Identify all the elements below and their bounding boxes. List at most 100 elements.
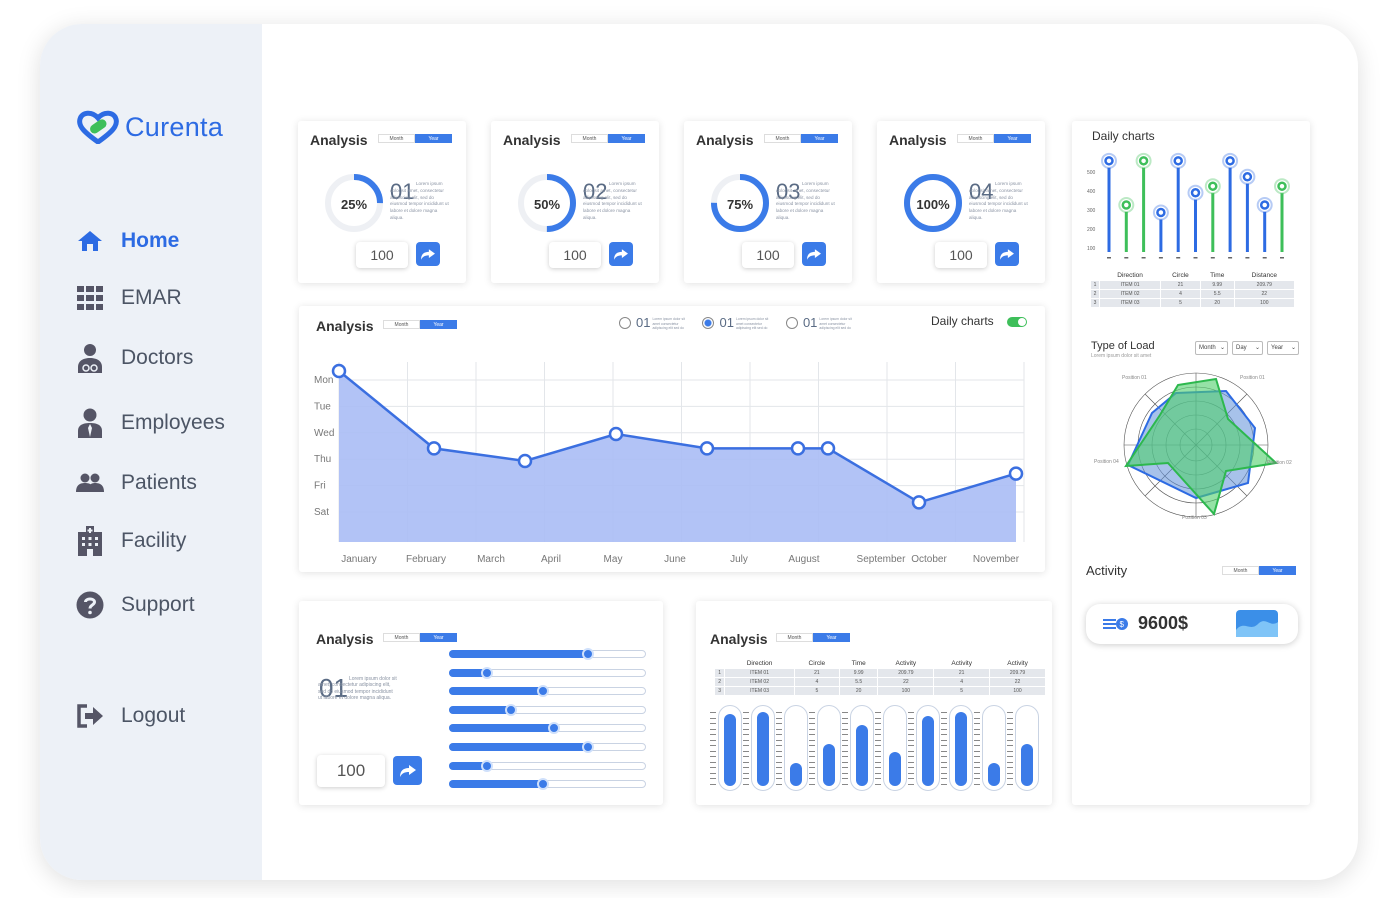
value-input[interactable]: 100 xyxy=(356,242,408,268)
legend-item[interactable]: 01 Lorem ipsum dolor sit amet consectetur… xyxy=(702,315,771,331)
slider-track[interactable] xyxy=(449,685,646,698)
year-toggle[interactable]: Year xyxy=(420,320,457,329)
year-toggle[interactable]: Year xyxy=(415,134,452,143)
year-toggle[interactable]: Year xyxy=(994,134,1031,143)
month-toggle[interactable]: Month xyxy=(383,320,420,329)
x-tick-label: January xyxy=(341,554,377,565)
value-input[interactable]: 100 xyxy=(549,242,601,268)
tick-mark xyxy=(974,723,980,724)
daily-charts-toggle[interactable] xyxy=(1007,317,1027,327)
sidebar-item-employees[interactable]: Employees xyxy=(76,408,225,438)
share-button[interactable] xyxy=(416,242,440,266)
table-row[interactable]: 3 ITEM 03 5 20 100 xyxy=(1090,298,1296,308)
tick-mark xyxy=(710,767,716,768)
sidebar-item-emar[interactable]: EMAR xyxy=(76,284,182,312)
data-point[interactable] xyxy=(608,426,624,442)
legend-radio[interactable] xyxy=(619,317,631,329)
slider-fill xyxy=(449,705,511,714)
share-button[interactable] xyxy=(609,242,633,266)
capsule-bar xyxy=(908,705,940,791)
lollipop-point[interactable] xyxy=(1138,156,1149,166)
item-description: Lorem ipsum dolor sit amet, consectetur … xyxy=(390,181,449,220)
lollipop-point[interactable] xyxy=(1156,207,1166,218)
lollipop-point[interactable] xyxy=(1277,181,1287,191)
value-input[interactable]: 100 xyxy=(317,755,385,787)
lollipop-point[interactable] xyxy=(1104,156,1114,166)
legend-radio[interactable] xyxy=(785,317,798,329)
lollipop-point[interactable] xyxy=(1259,200,1270,210)
lollipop-point[interactable] xyxy=(1208,181,1218,191)
lollipop-point[interactable] xyxy=(1173,156,1183,166)
value-input[interactable]: 100 xyxy=(935,242,987,268)
year-toggle[interactable]: Year xyxy=(801,134,838,143)
table-row[interactable]: 3 ITEM 03 5 20 100 5 100 xyxy=(713,686,1046,696)
value-input[interactable]: 100 xyxy=(742,242,794,268)
data-point[interactable] xyxy=(426,441,442,456)
sidebar-item-doctors[interactable]: Doctors xyxy=(76,344,193,373)
year-toggle[interactable]: Year xyxy=(1259,566,1296,575)
legend-item[interactable]: 01 Lorem ipsum dolor sit amet consectetur… xyxy=(785,315,855,331)
tick-mark xyxy=(941,756,947,757)
tick-mark xyxy=(908,778,914,779)
table-row[interactable]: 1 ITEM 01 21 9.99 209.79 21 209.79 xyxy=(713,668,1046,678)
slider-track[interactable] xyxy=(449,741,646,753)
lollipop-point[interactable] xyxy=(1121,200,1132,210)
month-toggle[interactable]: Month xyxy=(957,134,994,143)
x-tick-label: March xyxy=(477,554,505,565)
year-toggle[interactable]: Year xyxy=(608,134,645,143)
month-toggle[interactable]: Month xyxy=(1222,566,1259,575)
logo[interactable]: Curenta xyxy=(76,110,223,144)
slider-thumb[interactable] xyxy=(548,722,561,735)
slider-track[interactable] xyxy=(449,703,646,716)
sidebar-item-support[interactable]: Support xyxy=(76,591,195,619)
slider-thumb[interactable] xyxy=(481,666,494,679)
slider-thumb[interactable] xyxy=(536,778,549,791)
slider-thumb[interactable] xyxy=(581,648,594,660)
logout-button[interactable]: Logout xyxy=(76,702,185,730)
legend-number: 01 xyxy=(802,315,818,330)
slider-track[interactable] xyxy=(449,778,646,791)
lollipop-point[interactable] xyxy=(1225,156,1235,166)
data-point[interactable] xyxy=(699,441,715,456)
share-button[interactable] xyxy=(995,242,1019,266)
year-toggle[interactable]: Year xyxy=(813,633,850,642)
legend-item[interactable]: 01 Lorem ipsum dolor sit amet consectetur… xyxy=(619,315,688,331)
sidebar-item-facility[interactable]: Facility xyxy=(76,526,186,556)
data-point[interactable] xyxy=(1008,466,1024,481)
sidebar-item-home[interactable]: Home xyxy=(76,227,179,255)
slider-thumb[interactable] xyxy=(505,703,518,716)
data-point[interactable] xyxy=(790,441,806,456)
year-select[interactable]: Year ⌄ xyxy=(1267,341,1299,355)
year-toggle[interactable]: Year xyxy=(420,633,457,642)
slider-track[interactable] xyxy=(449,722,646,735)
slider-thumb[interactable] xyxy=(581,741,594,753)
data-point[interactable] xyxy=(820,441,836,456)
tick-mark xyxy=(776,739,782,741)
sidebar-item-patients[interactable]: Patients xyxy=(76,469,197,497)
table-row[interactable]: 2 ITEM 02 4 5.5 22 xyxy=(1090,289,1296,299)
slider-track[interactable] xyxy=(449,666,646,679)
share-button[interactable] xyxy=(393,756,422,785)
lollipop-point[interactable] xyxy=(1242,172,1253,182)
month-select[interactable]: Month ⌄ xyxy=(1195,341,1228,355)
month-toggle[interactable]: Month xyxy=(378,134,415,143)
table-row[interactable]: 1 ITEM 01 21 9.99 209.79 xyxy=(1090,280,1296,290)
slider-track[interactable] xyxy=(449,648,646,660)
data-point[interactable] xyxy=(911,495,927,510)
day-select[interactable]: Day ⌄ xyxy=(1232,341,1263,355)
slider-track[interactable] xyxy=(449,759,646,772)
data-point[interactable] xyxy=(331,363,347,379)
lollipop-point[interactable] xyxy=(1190,188,1201,198)
table-row[interactable]: 2 ITEM 02 4 5.5 22 4 22 xyxy=(713,677,1046,687)
month-toggle[interactable]: Month xyxy=(776,633,813,642)
month-toggle[interactable]: Month xyxy=(383,633,420,642)
share-button[interactable] xyxy=(802,242,826,266)
slider-thumb[interactable] xyxy=(536,685,549,698)
slider-thumb[interactable] xyxy=(481,759,494,772)
table-cell: 9.99 xyxy=(1199,280,1235,290)
tick-mark xyxy=(743,767,749,768)
legend-radio[interactable] xyxy=(702,317,715,329)
month-toggle[interactable]: Month xyxy=(764,134,801,143)
month-toggle[interactable]: Month xyxy=(571,134,608,143)
data-point[interactable] xyxy=(517,453,533,469)
